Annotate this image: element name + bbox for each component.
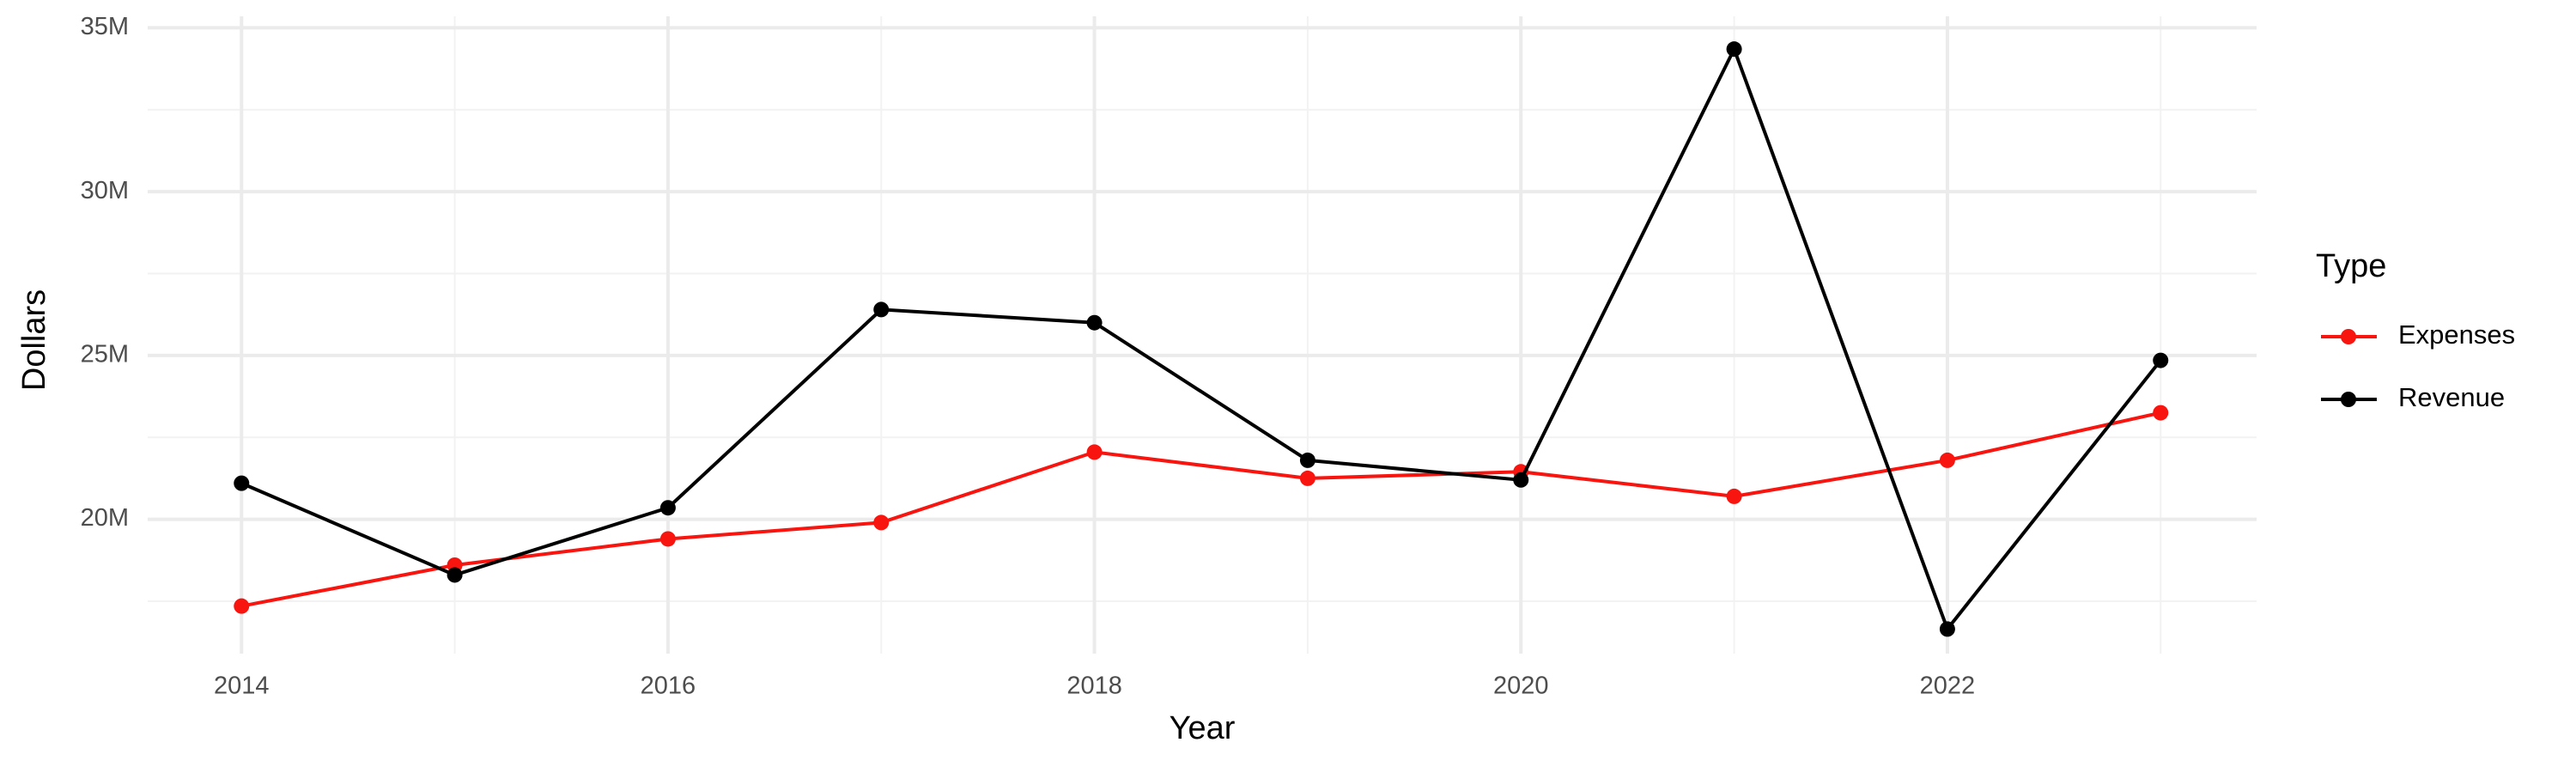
data-point: [659, 531, 676, 547]
data-point: [1726, 488, 1742, 504]
x-tick-label: 2016: [641, 673, 696, 700]
x-tick-label: 2014: [214, 673, 270, 700]
legend-key-point: [2341, 392, 2356, 407]
x-tick-label: 2022: [1920, 673, 1976, 700]
legend-title: Type: [2316, 248, 2386, 284]
data-point: [234, 475, 250, 491]
y-tick-label: 35M: [81, 13, 129, 40]
legend-label: Revenue: [2398, 382, 2505, 412]
grid: [148, 16, 2257, 654]
y-tick-label: 25M: [81, 340, 129, 368]
data-point: [1726, 41, 1742, 58]
data-point: [2153, 405, 2169, 421]
y-tick-label: 20M: [81, 504, 129, 532]
legend-label: Expenses: [2398, 320, 2515, 350]
data-point: [1086, 314, 1103, 331]
series-line: [240, 411, 2161, 608]
data-point: [1086, 444, 1103, 460]
data-point: [234, 598, 250, 614]
y-axis-title: Dollars: [16, 289, 52, 391]
x-tick-label: 2020: [1493, 673, 1549, 700]
data-point: [1939, 621, 1955, 637]
data-point: [1299, 470, 1315, 486]
data-point: [873, 514, 890, 531]
series-line: [240, 45, 2162, 633]
data-point: [1513, 472, 1529, 488]
legend-key-point: [2341, 329, 2356, 344]
x-tick-label: 2018: [1066, 673, 1122, 700]
data-point: [2153, 352, 2169, 368]
y-tick-label: 30M: [81, 177, 129, 204]
data-point: [873, 301, 890, 318]
data-point: [1939, 452, 1955, 468]
x-axis-title: Year: [1170, 710, 1236, 746]
data-point: [659, 500, 676, 516]
data-point: [447, 567, 463, 583]
data-point: [1299, 452, 1315, 468]
